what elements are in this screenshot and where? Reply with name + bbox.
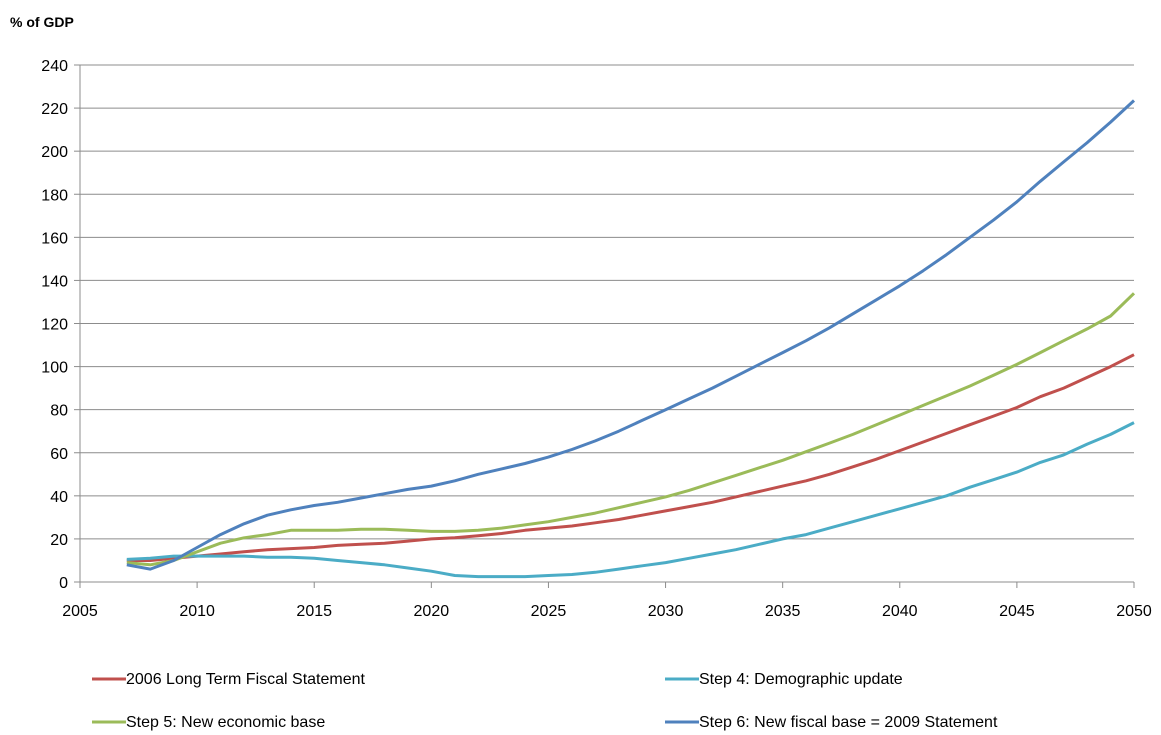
series-line-3 <box>126 292 1136 567</box>
legend-label-3: Step 5: New economic base <box>126 714 325 731</box>
x-tick-label: 2020 <box>414 603 450 620</box>
gridlines <box>74 64 1135 588</box>
series-line-1 <box>126 353 1135 562</box>
y-tick-label: 0 <box>59 575 68 592</box>
y-tick-label: 60 <box>50 446 68 463</box>
series-lines <box>126 99 1136 579</box>
y-tick-label: 20 <box>50 532 68 549</box>
y-tick-label: 40 <box>50 489 68 506</box>
x-tick-label: 2015 <box>296 603 332 620</box>
series-line-2 <box>126 421 1135 579</box>
legend: 2006 Long Term Fiscal Statement Step 4: D… <box>92 671 998 731</box>
y-tick-label: 80 <box>50 403 68 420</box>
x-tick-label: 2005 <box>62 603 98 620</box>
y-axis-label: % of GDP <box>10 14 74 30</box>
x-tick-label: 2045 <box>999 603 1035 620</box>
x-tick-label: 2040 <box>882 603 918 620</box>
y-tick-labels: 0 20 40 60 80 100 120 140 160 180 200 220 240 <box>41 58 68 592</box>
x-tick-labels: 2005 2010 2015 2020 2025 2030 2035 2040 2045 2050 <box>62 603 1152 620</box>
y-tick-label: 140 <box>41 273 68 290</box>
legend-label-1: 2006 Long Term Fiscal Statement <box>126 671 366 688</box>
y-tick-label: 160 <box>41 230 68 247</box>
series-line-4 <box>126 99 1136 571</box>
y-tick-label: 240 <box>41 58 68 75</box>
x-tick-label: 2050 <box>1116 603 1152 620</box>
axes <box>79 65 1134 583</box>
y-tick-label: 100 <box>41 360 68 377</box>
x-tick-label: 2030 <box>648 603 684 620</box>
y-tick-label: 220 <box>41 101 68 118</box>
y-tick-label: 200 <box>41 144 68 161</box>
y-tick-label: 180 <box>41 187 68 204</box>
legend-label-2: Step 4: Demographic update <box>699 671 903 688</box>
x-tick-label: 2010 <box>179 603 215 620</box>
x-tick-label: 2025 <box>531 603 567 620</box>
x-tick-label: 2035 <box>765 603 801 620</box>
y-tick-label: 120 <box>41 317 68 334</box>
legend-label-4: Step 6: New fiscal base = 2009 Statement <box>699 714 998 731</box>
